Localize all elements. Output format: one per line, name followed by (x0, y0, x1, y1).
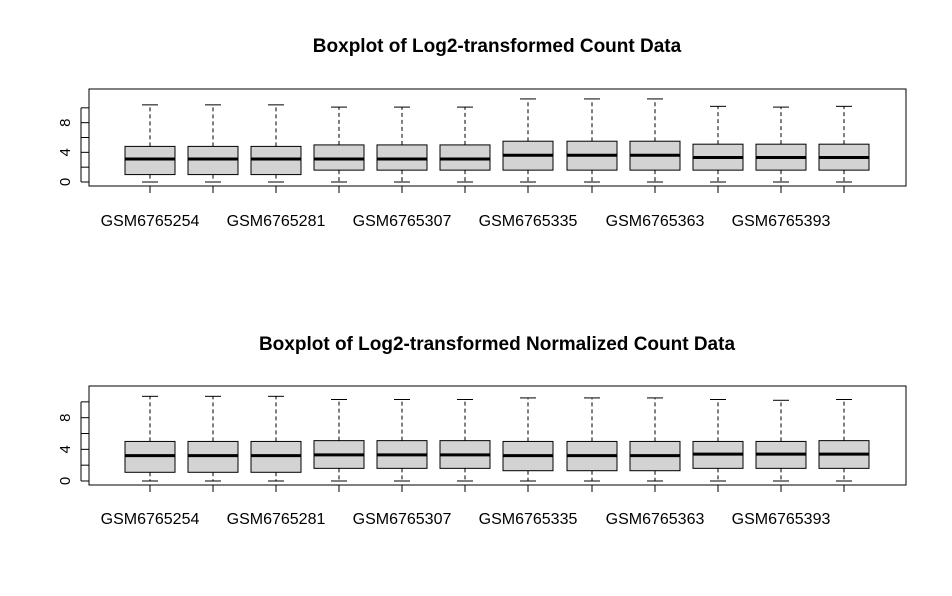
y-axis: 0 4 8 (57, 107, 89, 186)
y-tick-label: 8 (57, 118, 74, 126)
chart-title: Boxplot of Log2-transformed Count Data (313, 36, 682, 57)
box-9 (629, 98, 681, 193)
box-4 (313, 106, 365, 193)
box-12 (818, 398, 870, 492)
x-tick-label: GSM6765281 (227, 511, 326, 528)
x-tick-label: GSM6765254 (101, 511, 200, 528)
box-3 (250, 395, 302, 492)
y-tick-label: 0 (57, 178, 74, 186)
boxplot-panel-normalized-counts: Boxplot of Log2-transformed Normalized C… (57, 334, 907, 528)
box-2 (187, 104, 239, 193)
box-4 (313, 398, 365, 492)
box-10 (692, 398, 744, 492)
box-2 (187, 395, 239, 492)
x-tick-label: GSM6765281 (227, 213, 326, 230)
x-tick-label: GSM6765393 (732, 511, 831, 528)
box-6 (439, 398, 491, 492)
boxplot-panel-raw-counts: Boxplot of Log2-transformed Count Data 0… (57, 36, 907, 230)
x-tick-label: GSM6765307 (353, 511, 452, 528)
y-tick-label: 4 (57, 148, 74, 156)
box-11 (755, 399, 807, 492)
box-5 (376, 106, 428, 193)
box-8 (566, 98, 618, 193)
x-tick-label: GSM6765335 (479, 213, 578, 230)
chart-title: Boxplot of Log2-transformed Normalized C… (259, 334, 736, 355)
y-tick-label: 4 (57, 445, 74, 453)
box-7 (502, 397, 554, 492)
y-tick-label: 8 (57, 414, 74, 422)
y-tick-label: 0 (57, 477, 74, 485)
box-8 (566, 397, 618, 492)
x-tick-label: GSM6765363 (606, 213, 705, 230)
y-axis: 0 4 8 (57, 401, 89, 485)
box-3 (250, 104, 302, 193)
x-tick-label: GSM6765254 (101, 213, 200, 230)
box-11 (755, 106, 807, 193)
box-10 (692, 105, 744, 193)
box-9 (629, 397, 681, 492)
box-6 (439, 106, 491, 193)
x-tick-label: GSM6765335 (479, 511, 578, 528)
x-tick-label: GSM6765393 (732, 213, 831, 230)
box-7 (502, 98, 554, 193)
box-12 (818, 105, 870, 193)
x-tick-label: GSM6765363 (606, 511, 705, 528)
box-1 (124, 395, 176, 492)
box-5 (376, 398, 428, 492)
x-tick-label: GSM6765307 (353, 213, 452, 230)
box-1 (124, 104, 176, 193)
